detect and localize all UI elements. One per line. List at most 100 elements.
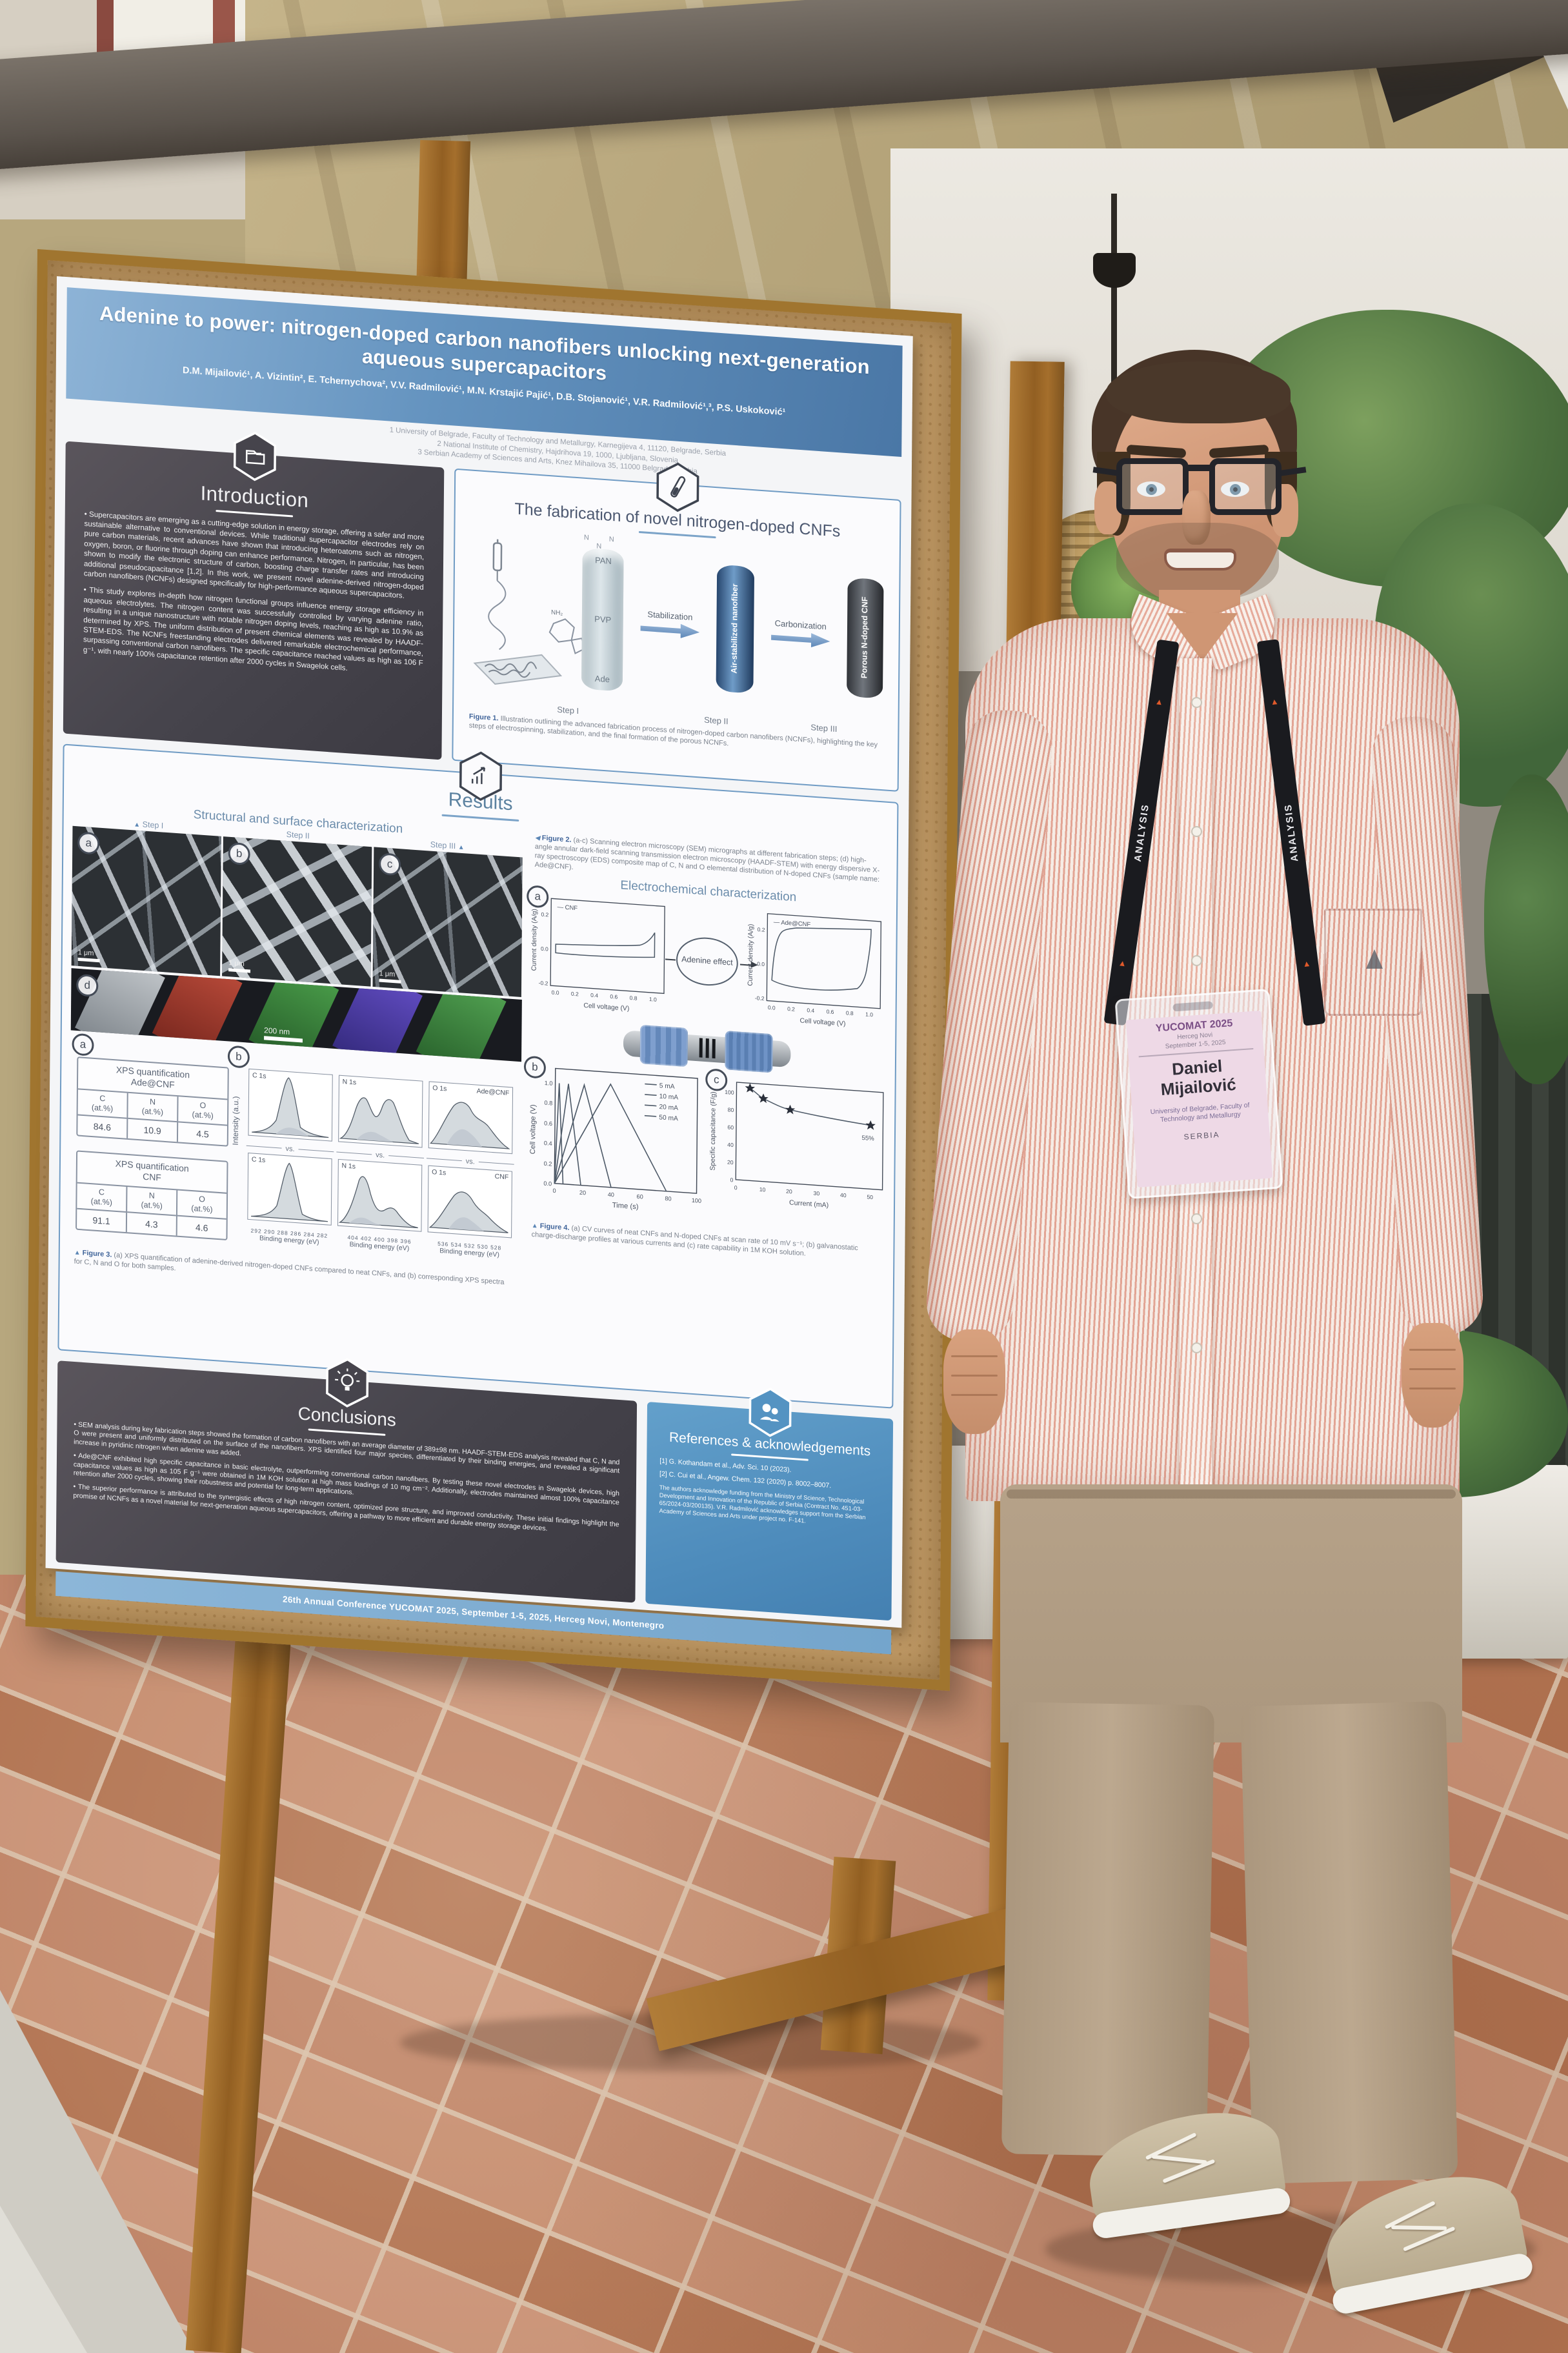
left-hand: [943, 1329, 1005, 1434]
gcd-plot: 5 mA 10 mA 20 mA 50 mA 1.0 0.8 0.6 0.4 0…: [529, 1067, 701, 1211]
xps-quantification-tables: a XPS quantification Ade@CNF C (at.%) 84.6 …: [69, 1033, 233, 1255]
svg-text:100: 100: [692, 1197, 701, 1204]
svg-text:0.0: 0.0: [757, 960, 765, 967]
conclusions-section: Conclusions • SEM analysis during key fa…: [55, 1357, 638, 1603]
svg-text:0.2: 0.2: [541, 911, 548, 918]
rate-capability-plot: 55% 100 80 60 40 20 0 0 10 20 30: [709, 1081, 884, 1209]
xps-n1s-adecnf: N 1s: [338, 1075, 423, 1148]
presenter-fringe: [1106, 361, 1291, 423]
svg-text:0.8: 0.8: [630, 995, 638, 1002]
svg-text:1.0: 1.0: [865, 1011, 873, 1018]
shirt-button: [1191, 1213, 1202, 1224]
right-hand: [1402, 1323, 1463, 1428]
sneaker-right: [1316, 2165, 1535, 2316]
xps-c1s-cnf: C 1s: [247, 1152, 332, 1226]
svg-text:20: 20: [727, 1158, 734, 1166]
svg-text:40: 40: [608, 1191, 614, 1198]
electrospinning-sketch: [473, 539, 563, 685]
shirt-button: [1191, 1342, 1202, 1353]
cv-panel: a — CNF 0.2 0.0 -0.2 0.0 0.2 0.4 0.6: [527, 884, 887, 1034]
svg-text:0.0: 0.0: [541, 945, 548, 953]
svg-text:-0.2: -0.2: [755, 995, 765, 1002]
svg-text:— CNF: — CNF: [558, 904, 578, 912]
badge-name: Daniel Mijailović: [1160, 1056, 1237, 1099]
chest-pocket: [1324, 909, 1422, 1016]
xps-o1s-cnf: O 1s CNF: [427, 1165, 512, 1238]
svg-text:0.4: 0.4: [544, 1140, 552, 1147]
svg-text:C 1s: C 1s: [252, 1072, 266, 1080]
svg-text:Cell voltage (V): Cell voltage (V): [799, 1017, 845, 1027]
svg-text:Cell voltage (V): Cell voltage (V): [529, 1104, 538, 1154]
lightbulb-icon: [324, 1356, 371, 1409]
shirt-button: [1191, 826, 1202, 837]
pan-label: PAN: [595, 554, 612, 566]
svg-text:1.0: 1.0: [649, 996, 657, 1003]
beltline: [1007, 1490, 1456, 1499]
svg-text:60: 60: [637, 1193, 643, 1200]
svg-text:0.0: 0.0: [768, 1004, 776, 1011]
xps-c1s-adecnf: C 1s: [248, 1068, 333, 1142]
svg-text:5 mA: 5 mA: [659, 1082, 675, 1091]
svg-text:0.2: 0.2: [544, 1160, 552, 1167]
svg-text:50: 50: [867, 1193, 873, 1200]
svg-text:50 mA: 50 mA: [659, 1114, 678, 1122]
shirt-button: [1191, 955, 1202, 966]
cv-plot-cnf: — CNF 0.2 0.0 -0.2 0.0 0.2 0.4 0.6 0.8 1…: [531, 898, 665, 1013]
svg-text:0.6: 0.6: [610, 993, 618, 1000]
svg-text:40: 40: [727, 1141, 734, 1148]
fabrication-section: The fabrication of novel nitrogen-doped …: [452, 462, 901, 792]
foliage: [1484, 774, 1568, 1084]
svg-text:O 1s: O 1s: [432, 1084, 447, 1093]
svg-text:1.0: 1.0: [545, 1080, 553, 1087]
scientific-poster: Adenine to power: nitrogen-doped carbon …: [45, 276, 913, 1654]
badge-affiliation: University of Belgrade, Faculty of Techn…: [1150, 1101, 1250, 1124]
references-section: References & acknowledgements [1] G. Kot…: [645, 1387, 894, 1621]
svg-text:Specific capacitance (F/g): Specific capacitance (F/g): [709, 1091, 718, 1171]
eye: [1137, 481, 1165, 497]
svg-text:10 mA: 10 mA: [659, 1093, 679, 1101]
air-stabilized-nanofiber: Air-stabilized nanofiber: [716, 564, 755, 694]
khaki-trousers: [1000, 1484, 1462, 1742]
conference-badge: YUCOMAT 2025 Herceg Novi September 1-5, …: [1114, 989, 1283, 1199]
adenine-effect-callout: Adenine effect: [669, 934, 758, 988]
svg-text:20: 20: [579, 1189, 586, 1196]
svg-text:0.0: 0.0: [543, 1180, 552, 1187]
svg-text:100: 100: [725, 1089, 734, 1096]
svg-text:0.8: 0.8: [846, 1009, 854, 1016]
svg-text:0.0: 0.0: [552, 989, 559, 996]
xps-n1s-cnf: N 1s: [337, 1158, 423, 1232]
presenter: ▲ ANALYSIS ▲ ▲ ANALYSIS ▲ YUCOMAT 2025 H…: [903, 336, 1568, 2353]
svg-text:Cell voltage (V): Cell voltage (V): [583, 1002, 629, 1013]
results-section: Results Structural and surface character…: [57, 743, 899, 1409]
rate-panel: c 55% 100: [705, 1067, 888, 1242]
svg-text:N 1s: N 1s: [341, 1162, 356, 1171]
pendant-lamp-cord: [1111, 194, 1117, 529]
badge-card: YUCOMAT 2025 Herceg Novi September 1-5, …: [1125, 1010, 1273, 1187]
svg-text:C 1s: C 1s: [252, 1156, 266, 1164]
pvp-label: PVP: [594, 614, 612, 625]
stabilization-arrow: Stabilization: [639, 609, 701, 640]
people-icon: [747, 1385, 794, 1439]
trouser-leg: [1240, 1701, 1458, 2185]
svg-text:0.4: 0.4: [590, 991, 598, 998]
svg-text:20: 20: [786, 1188, 792, 1195]
intensity-axis-label: Intensity (a.u.): [230, 1095, 241, 1146]
swagelok-cell-illustration: [614, 1022, 800, 1076]
svg-text:0.2: 0.2: [758, 926, 765, 933]
svg-text:N 1s: N 1s: [343, 1078, 357, 1087]
svg-text:0.2: 0.2: [787, 1005, 795, 1013]
xps-spectra-panel: b Intensity (a.u.) C 1s: [227, 1044, 514, 1275]
xps-table-cnf: XPS quantification CNF C (at.%) 91.1 N (at.%…: [75, 1149, 228, 1240]
svg-text:Current (mA): Current (mA): [789, 1198, 829, 1209]
svg-text:0.8: 0.8: [544, 1099, 552, 1106]
eye: [1221, 481, 1249, 497]
svg-text:CNF: CNF: [495, 1173, 509, 1181]
carbonization-arrow: Carbonization: [770, 618, 832, 649]
chart-icon: [457, 749, 505, 803]
porous-ndoped-cnf: Porous N-doped CNF: [847, 577, 884, 699]
folder-icon: [232, 429, 279, 483]
smile: [1164, 549, 1236, 571]
cv-plot-adecnf: — Ade@CNF 0.2 0.0 -0.2 0.0 0.2 0.4 0.6 0…: [747, 913, 882, 1027]
